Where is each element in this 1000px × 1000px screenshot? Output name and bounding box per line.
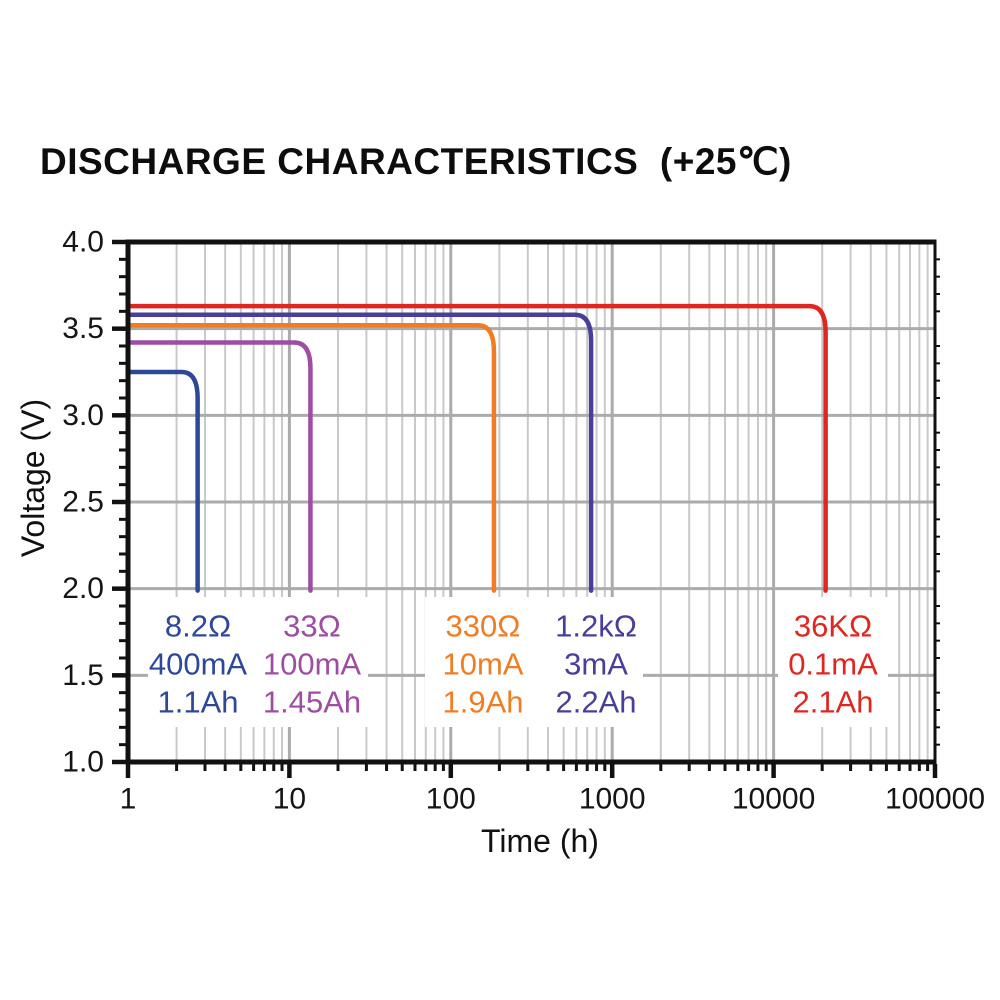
discharge-curve-3 <box>125 322 497 593</box>
curve-annotation-current: 3mA <box>564 647 628 682</box>
x-tick-label: 100 <box>426 783 476 816</box>
y-tick-label: 1.0 <box>62 746 104 779</box>
curve-annotation-load: 1.2kΩ <box>555 609 637 644</box>
x-tick-label: 10 <box>273 783 306 816</box>
curve-annotation-load: 33Ω <box>283 609 341 644</box>
curve-annotation-current: 100mA <box>263 647 362 682</box>
x-axis-title: Time (h) <box>481 823 599 859</box>
y-tick-label: 3.0 <box>62 399 104 432</box>
discharge-curve-4 <box>125 312 594 593</box>
curve-annotation-capacity: 2.2Ah <box>555 685 636 720</box>
axis-ticks <box>112 239 940 778</box>
annotation-backdrop <box>425 597 537 727</box>
y-tick-label: 1.5 <box>62 659 104 692</box>
y-tick-label: 4.0 <box>62 226 104 259</box>
discharge-curve-5 <box>125 303 828 593</box>
discharge-curves <box>125 303 828 593</box>
x-tick-label: 100000 <box>885 783 985 816</box>
annotation-backdrop <box>148 597 260 727</box>
curve-annotation-capacity: 2.1Ah <box>792 685 873 720</box>
curve-annotation-load: 330Ω <box>446 609 521 644</box>
y-tick-label: 2.5 <box>62 486 104 519</box>
annotation-backdrop <box>256 597 368 727</box>
curve-annotation-capacity: 1.9Ah <box>442 685 523 720</box>
curve-annotation-load: 8.2Ω <box>165 609 231 644</box>
curve-annotation-current: 400mA <box>149 647 248 682</box>
y-axis-title: Voltage (V) <box>15 399 51 557</box>
curve-annotation-capacity: 1.45Ah <box>263 685 361 720</box>
plot-frame <box>125 239 937 765</box>
discharge-curve-2 <box>125 340 313 593</box>
discharge-curve-1 <box>125 369 200 593</box>
curve-annotation-load: 36KΩ <box>794 609 872 644</box>
x-tick-label: 1000 <box>579 783 646 816</box>
x-tick-label: 1 <box>120 783 137 816</box>
x-tick-label: 10000 <box>732 783 815 816</box>
curve-annotation-current: 0.1mA <box>788 647 878 682</box>
tick-labels: 4.0 3.5 3.0 2.5 2.0 1.5 1.0 1 10 100 1000 10000 1000… <box>62 226 985 816</box>
y-tick-label: 3.5 <box>62 312 104 345</box>
curve-annotation-current: 10mA <box>443 647 524 682</box>
chart-title: DISCHARGE CHARACTERISTICS (+25℃) <box>40 141 792 182</box>
curve-annotation-capacity: 1.1Ah <box>157 685 238 720</box>
annotation-backdrop <box>778 597 888 727</box>
y-tick-label: 2.0 <box>62 572 104 605</box>
annotation-backdrop <box>533 597 643 727</box>
